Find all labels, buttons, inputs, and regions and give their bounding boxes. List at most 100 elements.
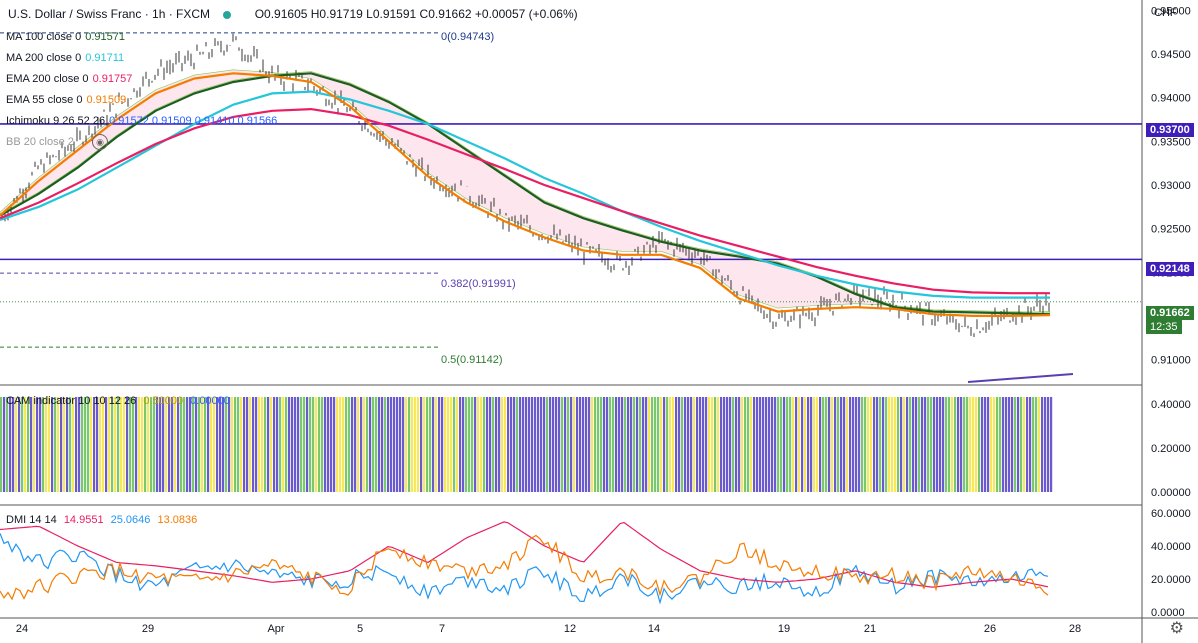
cam-bar (912, 397, 915, 492)
cam-bar (219, 397, 222, 492)
cam-bar (198, 397, 201, 492)
dmi-line-di (0, 521, 1049, 588)
cam-bar (213, 397, 216, 492)
cam-bar (54, 397, 57, 492)
cam-bar (516, 397, 519, 492)
cam-bar (288, 397, 291, 492)
cam-bar (972, 397, 975, 492)
cam-bar (90, 397, 93, 492)
cam-bar (465, 397, 468, 492)
price-tag-093700[interactable]: 0.93700 (1146, 123, 1194, 137)
cam-bar (573, 397, 576, 492)
cam-bar (819, 397, 822, 492)
price-tag-last[interactable]: 0.91662 (1146, 306, 1194, 320)
cam-bar (624, 397, 627, 492)
cam-bar (381, 397, 384, 492)
cam-bar (18, 397, 21, 492)
cam-bar (3, 397, 6, 492)
cam-bar (756, 397, 759, 492)
cam-bar (276, 397, 279, 492)
cam-bar (261, 397, 264, 492)
cam-bar (102, 397, 105, 492)
cam-bar (846, 397, 849, 492)
cam-bar (831, 397, 834, 492)
cam-bar (456, 397, 459, 492)
cam-bar (855, 397, 858, 492)
time-tick-label: 5 (357, 623, 363, 635)
cam-bar (648, 397, 651, 492)
currency-label[interactable]: CHF (1154, 7, 1177, 19)
cam-bar (882, 397, 885, 492)
cam-bar (801, 397, 804, 492)
legend-label: BB 20 close 2 (6, 136, 74, 148)
cam-bar (39, 397, 42, 492)
cam-bar (897, 397, 900, 492)
cam-bar (774, 397, 777, 492)
cam-bar (183, 397, 186, 492)
cam-bar (597, 397, 600, 492)
cam-bar (843, 397, 846, 492)
cam-bar (156, 397, 159, 492)
symbol-title: U.S. Dollar / Swiss Franc · 1h · FXCM (8, 7, 211, 21)
cam-bar (714, 397, 717, 492)
cam-bar (930, 397, 933, 492)
cam-bar (69, 397, 72, 492)
visibility-icon[interactable]: ◉ (92, 134, 108, 150)
price-tag-092148[interactable]: 0.92148 (1146, 262, 1194, 276)
cam-bar (36, 397, 39, 492)
cam-bar (561, 397, 564, 492)
cam-bar (426, 397, 429, 492)
cam-bar (684, 397, 687, 492)
cam-bar (351, 397, 354, 492)
time-tick-label: 14 (648, 623, 660, 635)
settings-gear-icon[interactable]: ⚙ (1169, 620, 1184, 637)
cam-bar (570, 397, 573, 492)
cam-bar (747, 397, 750, 492)
cam-bar (1044, 397, 1047, 492)
dmi-tick-label: 60.0000 (1151, 508, 1191, 520)
legend-value: 0.91757 (92, 73, 133, 85)
cam-bar (399, 397, 402, 492)
legend-value: 0.91509 (86, 94, 127, 106)
cam-bar (60, 397, 63, 492)
time-tick-label: 26 (984, 623, 996, 635)
cam-bar (507, 397, 510, 492)
cam-bar (306, 397, 309, 492)
cam-bar (192, 397, 195, 492)
cam-bar (525, 397, 528, 492)
cam-bar (903, 397, 906, 492)
cam-bar (447, 397, 450, 492)
cam-bar (738, 397, 741, 492)
cam-bar (852, 397, 855, 492)
cam-bar (975, 397, 978, 492)
cam-bar (834, 397, 837, 492)
cam-bar (744, 397, 747, 492)
cam-bar (120, 397, 123, 492)
cam-bar (654, 397, 657, 492)
cam-bar (87, 397, 90, 492)
cam-bar (135, 397, 138, 492)
cam-bar (123, 397, 126, 492)
cam-bar (543, 397, 546, 492)
cam-bar (96, 397, 99, 492)
cam-bar (204, 397, 207, 492)
cam-bar (492, 397, 495, 492)
time-tick-label: 7 (439, 623, 445, 635)
cam-bar (915, 397, 918, 492)
cam-bar (207, 397, 210, 492)
cam-bar (900, 397, 903, 492)
legend-label: MA 200 close 0 (6, 52, 82, 64)
cam-bar (618, 397, 621, 492)
fib-label-382: 0.382(0.91991) (441, 278, 516, 290)
cam-bar (522, 397, 525, 492)
cam-bar (408, 397, 411, 492)
cam-bar (1011, 397, 1014, 492)
dmi-legend-label: DMI 14 14 (6, 514, 57, 526)
cam-bar (126, 397, 129, 492)
cam-bar (222, 397, 225, 492)
cam-bar (21, 397, 24, 492)
cam-bar (33, 397, 36, 492)
cam-bar (396, 397, 399, 492)
time-tick-label: 12 (564, 623, 576, 635)
